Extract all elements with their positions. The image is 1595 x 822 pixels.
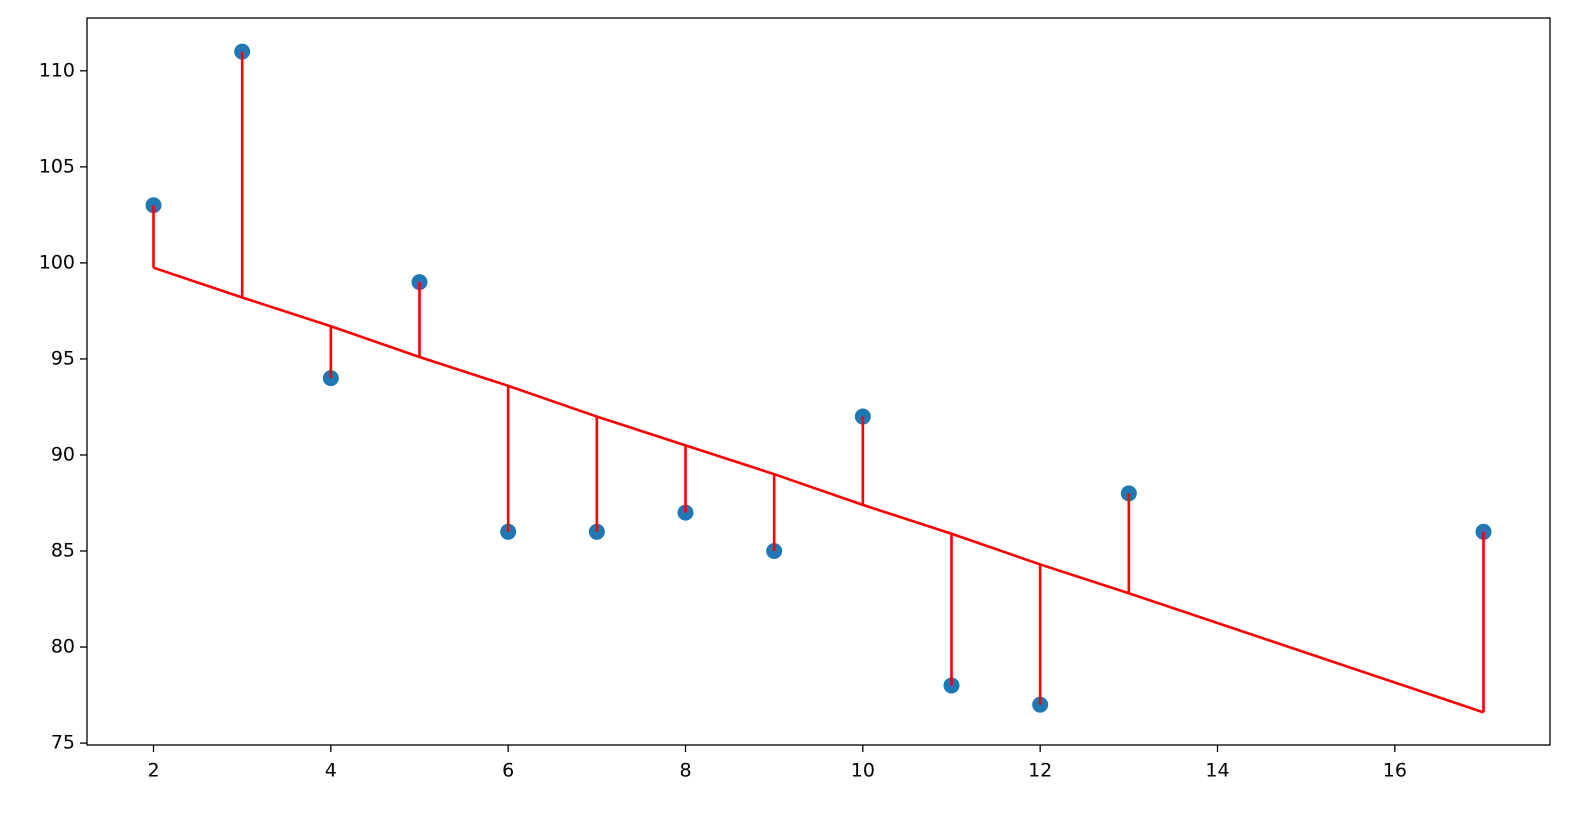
y-tick-label: 95 bbox=[51, 347, 75, 369]
x-tick-label: 14 bbox=[1205, 760, 1229, 782]
x-tick-label: 10 bbox=[851, 760, 875, 782]
y-tick-label: 100 bbox=[39, 251, 75, 273]
plot-frame bbox=[86, 17, 1551, 746]
x-tick-label: 6 bbox=[502, 760, 514, 782]
x-tick-label: 4 bbox=[325, 760, 337, 782]
x-tick-label: 16 bbox=[1383, 760, 1407, 782]
x-tick-label: 12 bbox=[1028, 760, 1052, 782]
x-tick-label: 8 bbox=[679, 760, 691, 782]
y-tick-label: 110 bbox=[39, 59, 75, 81]
y-tick-label: 105 bbox=[39, 155, 75, 177]
x-tick-label: 2 bbox=[147, 760, 159, 782]
y-tick-label: 85 bbox=[51, 540, 75, 562]
regression-line bbox=[153, 266, 1484, 714]
y-tick-label: 80 bbox=[51, 636, 75, 658]
y-tick-label: 75 bbox=[51, 732, 75, 754]
y-tick-label: 90 bbox=[51, 443, 75, 465]
